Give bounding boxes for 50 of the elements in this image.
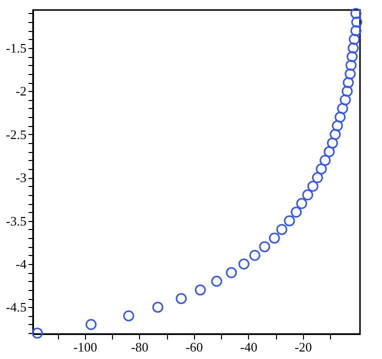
x-tick-label: -100 <box>73 340 98 354</box>
point <box>348 42 359 54</box>
y-tick-label: -3 <box>16 170 26 186</box>
point <box>86 319 97 330</box>
point <box>330 128 341 140</box>
point <box>307 180 318 192</box>
y-tick-label: -3.5 <box>6 213 26 228</box>
point <box>344 68 356 80</box>
point <box>32 328 43 339</box>
point <box>276 224 288 235</box>
y-tick-label: -4.5 <box>6 300 26 315</box>
point <box>211 276 222 287</box>
point <box>337 103 348 114</box>
point <box>316 163 327 174</box>
x-tick-label: -80 <box>131 340 148 354</box>
point <box>226 267 237 278</box>
point <box>348 34 360 45</box>
point <box>351 16 362 28</box>
point <box>302 189 314 200</box>
point <box>268 232 280 244</box>
y-tick-label: -2.5 <box>6 126 26 142</box>
x-tick-label: -40 <box>240 340 258 354</box>
point <box>249 250 260 261</box>
point <box>238 258 250 270</box>
point <box>284 215 295 226</box>
point <box>152 302 164 313</box>
point <box>350 8 362 19</box>
point <box>320 154 331 166</box>
y-tick-label: -2 <box>16 84 26 99</box>
x-tick-label: -20 <box>294 340 312 354</box>
point <box>346 51 358 62</box>
point <box>342 86 353 97</box>
point <box>332 120 343 132</box>
x-tick-label: -60 <box>186 340 203 354</box>
point <box>194 284 206 296</box>
point <box>334 112 346 123</box>
point <box>342 77 354 88</box>
point <box>176 293 187 304</box>
point <box>350 25 362 36</box>
point <box>326 138 338 149</box>
y-tick-label: -1.5 <box>6 40 26 56</box>
point <box>123 310 134 322</box>
point <box>312 172 323 184</box>
y-tick-label: -4 <box>16 256 27 272</box>
point <box>346 60 356 71</box>
point <box>296 198 308 210</box>
point <box>324 146 335 158</box>
point <box>340 94 351 106</box>
point <box>259 241 270 252</box>
point <box>290 206 302 218</box>
